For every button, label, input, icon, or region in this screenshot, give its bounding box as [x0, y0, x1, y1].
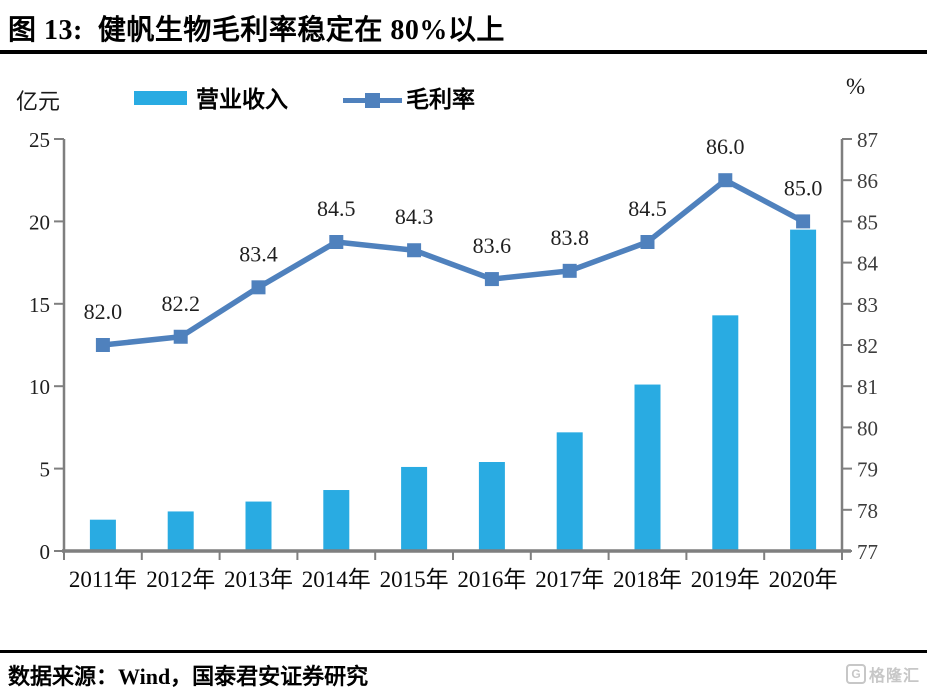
right-axis-tick-label: 86	[857, 169, 878, 193]
data-label-2018年: 84.5	[628, 196, 667, 221]
line-marker-2011年	[95, 338, 110, 352]
data-label-2019年: 86.0	[706, 134, 745, 159]
bar-2014年	[323, 490, 350, 551]
gross-margin-line	[100, 177, 806, 348]
bar-2020年	[790, 229, 817, 551]
legend-label-revenue: 营业收入	[196, 87, 288, 112]
line-marker-2019年	[718, 173, 733, 188]
x-axis-label-2014年: 2014年	[302, 567, 371, 592]
legend-line-swatch	[343, 93, 402, 108]
bar-2015年	[401, 466, 428, 551]
right-axis-unit: %	[846, 74, 866, 99]
chart-canvas: 0 5 10 15 20 25 77 78 79 80 81 82 83 84 85 86 87 2011年 201…	[29, 128, 879, 592]
line-marker-2016年	[484, 272, 499, 287]
line-marker-2017年	[562, 263, 577, 278]
gelonghui-watermark: G 格隆汇	[845, 662, 920, 686]
right-axis-tick-label: 80	[857, 416, 878, 440]
right-axis-tick-label: 85	[857, 210, 878, 234]
x-axis-label-2015年: 2015年	[380, 567, 449, 592]
x-axis-label-2019年: 2019年	[691, 567, 760, 592]
bar-2019年	[712, 315, 739, 551]
line-marker-2013年	[251, 280, 266, 295]
title-divider	[0, 50, 927, 54]
legend-line-marker-icon	[365, 93, 380, 108]
right-axis-tick-label: 81	[857, 375, 878, 399]
legend-label-margin: 毛利率	[406, 87, 475, 112]
bar-2013年	[245, 501, 272, 551]
bar-2012年	[167, 511, 194, 551]
figure-title: 图 13: 健帆生物毛利率稳定在 80%以上	[8, 15, 505, 46]
line-marker-2014年	[329, 235, 344, 249]
data-label-2014年: 84.5	[317, 196, 356, 221]
x-axis-label-2012年: 2012年	[146, 567, 215, 592]
gelonghui-logo-icon: G	[845, 664, 866, 684]
data-label-2015年: 84.3	[395, 204, 434, 229]
data-label-2020年: 85.0	[784, 175, 823, 200]
x-axis-label-2020年: 2020年	[769, 567, 838, 592]
line-marker-2020年	[796, 214, 811, 229]
left-axis-tick-label: 5	[40, 458, 51, 482]
data-label-2011年: 82.0	[84, 299, 123, 324]
left-axis-tick-label: 20	[29, 210, 50, 234]
right-axis-tick-label: 78	[857, 499, 878, 523]
right-axis-tick-label: 82	[857, 334, 878, 358]
bar-2017年	[556, 432, 583, 551]
x-axis-label-2016年: 2016年	[457, 567, 526, 592]
left-axis-tick-label: 10	[29, 375, 50, 399]
left-axis-tick-label: 25	[29, 128, 50, 152]
data-label-2013年: 83.4	[239, 241, 278, 266]
x-axis-label-2013年: 2013年	[224, 567, 293, 592]
data-source: 数据来源：Wind，国泰君安证券研究	[8, 664, 369, 689]
data-label-2017年: 83.8	[550, 225, 589, 250]
right-axis-tick-label: 79	[857, 458, 878, 482]
right-axis-tick-label: 84	[857, 252, 879, 276]
line-marker-2012年	[173, 329, 188, 344]
right-axis-tick-label: 77	[857, 540, 878, 564]
x-axis-label-2018年: 2018年	[613, 567, 682, 592]
footer-divider	[0, 650, 927, 653]
bar-2011年	[89, 519, 116, 551]
left-axis-tick-label: 15	[29, 293, 50, 317]
bar-2016年	[478, 462, 505, 551]
x-axis-label-2017年: 2017年	[535, 567, 604, 592]
x-axis-label-2011年: 2011年	[69, 567, 137, 592]
left-axis-tick-label: 0	[40, 540, 51, 564]
bar-2018年	[634, 384, 661, 551]
right-axis-tick-label: 87	[857, 128, 878, 152]
legend-bar-swatch	[134, 91, 187, 105]
right-axis-tick-label: 83	[857, 293, 878, 317]
left-axis-unit: 亿元	[16, 89, 61, 114]
line-marker-2015年	[407, 243, 422, 258]
data-label-2012年: 82.2	[161, 291, 200, 316]
line-marker-2018年	[640, 235, 655, 249]
data-label-2016年: 83.6	[473, 233, 512, 258]
gelonghui-watermark-label: 格隆汇	[868, 668, 920, 685]
